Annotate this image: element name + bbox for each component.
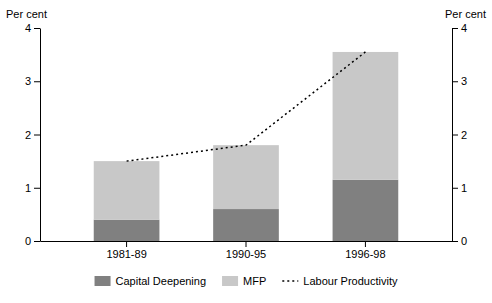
tick-mark xyxy=(365,241,366,247)
legend-item: MFP xyxy=(222,275,266,287)
tick: 0 xyxy=(452,235,467,247)
legend-label: MFP xyxy=(243,275,266,287)
legend-swatch xyxy=(95,276,111,286)
tick-label: 2 xyxy=(25,129,31,141)
tick-mark xyxy=(452,81,458,82)
tick-mark xyxy=(452,241,458,242)
tick-mark xyxy=(452,28,458,29)
line xyxy=(127,52,366,161)
legend-item: Capital Deepening xyxy=(95,275,207,287)
legend-item: Labour Productivity xyxy=(282,275,398,287)
legend-label: Labour Productivity xyxy=(303,275,398,287)
tick: 1 xyxy=(452,182,467,194)
tick: 4 xyxy=(452,22,467,34)
tick-label: 1 xyxy=(461,182,467,194)
tick: 0 xyxy=(25,235,40,247)
y-axis-label: Per cent xyxy=(6,8,47,20)
bar xyxy=(213,145,279,209)
x-axis: 1981-89 1990-95 1996-98 xyxy=(41,241,453,260)
tick-mark xyxy=(34,135,40,136)
tick-mark xyxy=(34,81,40,82)
y-axis: 0 1 2 3 4 xyxy=(25,22,41,247)
tick: 3 xyxy=(452,75,467,87)
tick: 1 xyxy=(25,182,40,194)
tick: 2 xyxy=(25,129,40,141)
marks xyxy=(94,52,399,241)
legend: Capital Deepening MFP Labour Productivity xyxy=(95,275,398,287)
tick: 3 xyxy=(25,75,40,87)
tick: 1996-98 xyxy=(345,241,385,260)
tick-mark xyxy=(452,135,458,136)
bar xyxy=(94,161,160,220)
tick-mark xyxy=(246,241,247,247)
tick-label: 2 xyxy=(461,129,467,141)
tick-mark xyxy=(452,188,458,189)
tick-label: 1996-98 xyxy=(345,248,385,260)
y2-axis-label: Per cent xyxy=(445,8,486,20)
tick: 4 xyxy=(25,22,40,34)
tick-label: 0 xyxy=(461,235,467,247)
tick-label: 3 xyxy=(461,75,467,87)
tick: 1981-89 xyxy=(106,241,146,260)
tick-label: 1 xyxy=(25,182,31,194)
axis-line xyxy=(40,29,41,242)
y2-axis: 0 1 2 3 4 xyxy=(452,22,467,247)
plot: 1981-89 1990-95 1996-98 0 1 2 3 4 0 1 2 3 4 Per cent P… xyxy=(6,8,486,260)
bar xyxy=(94,220,160,241)
legend-swatch xyxy=(222,276,238,286)
bar xyxy=(333,180,399,241)
tick-mark xyxy=(34,188,40,189)
tick: 2 xyxy=(452,129,467,141)
legend-label: Capital Deepening xyxy=(116,275,207,287)
tick-label: 0 xyxy=(25,235,31,247)
tick-label: 4 xyxy=(461,22,467,34)
tick-mark xyxy=(34,241,40,242)
bar xyxy=(213,209,279,241)
tick-label: 4 xyxy=(25,22,31,34)
legend-swatch xyxy=(282,280,298,282)
tick-mark xyxy=(34,28,40,29)
tick-label: 1990-95 xyxy=(226,248,266,260)
chart: 1981-89 1990-95 1996-98 0 1 2 3 4 0 1 2 3 4 Per cent P… xyxy=(0,0,492,303)
tick-label: 1981-89 xyxy=(106,248,146,260)
tick-mark xyxy=(126,241,127,247)
bar-series xyxy=(94,52,399,220)
tick: 1990-95 xyxy=(226,241,266,260)
bar xyxy=(333,52,399,180)
tick-label: 3 xyxy=(25,75,31,87)
